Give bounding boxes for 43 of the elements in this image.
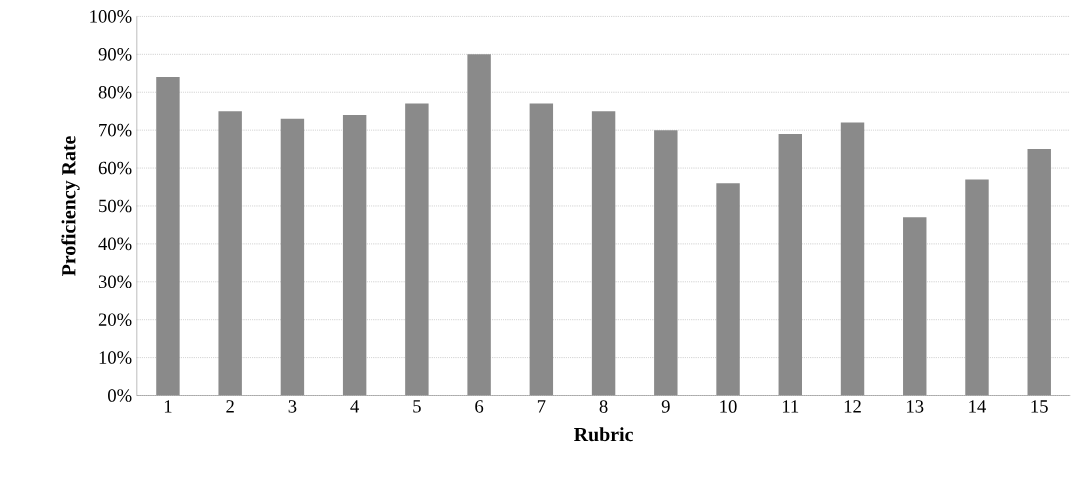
bar <box>156 77 180 396</box>
bar <box>840 122 865 396</box>
x-tick-label: 6 <box>475 400 484 413</box>
x-tick-label: 7 <box>537 400 546 413</box>
x-tick-label: 1 <box>164 400 172 413</box>
x-tick-label: 5 <box>413 400 421 413</box>
bar <box>218 111 242 396</box>
y-tick-label: 100% <box>90 10 132 23</box>
bar <box>903 217 927 396</box>
y-tick-label: 50% <box>99 199 132 213</box>
x-tick-label: 15 <box>1031 400 1048 413</box>
bar <box>280 118 305 396</box>
bar <box>405 103 429 396</box>
y-axis-title: Proficiency Rate <box>61 136 80 277</box>
x-tick-label: 12 <box>844 400 861 413</box>
bar <box>529 103 554 396</box>
x-tick-label: 10 <box>720 400 737 413</box>
y-tick-label: 40% <box>98 237 132 251</box>
bar <box>778 133 802 396</box>
x-tick-label: 8 <box>599 400 608 413</box>
bar <box>965 179 989 396</box>
bar <box>716 183 740 396</box>
y-tick-label: 0% <box>108 389 132 402</box>
x-tick-label: 2 <box>226 400 234 413</box>
x-tick-label: 9 <box>661 400 670 413</box>
x-tick-label: 14 <box>969 400 987 413</box>
y-tick-label: 70% <box>99 123 132 137</box>
bar <box>591 111 616 396</box>
x-tick-label: 4 <box>350 400 360 413</box>
bar <box>654 130 678 396</box>
x-tick-label: 13 <box>907 400 924 413</box>
x-tick-label: 3 <box>288 400 297 413</box>
x-tick-label: 11 <box>782 400 799 413</box>
y-tick-label: 20% <box>98 313 132 327</box>
y-tick-label: 10% <box>99 351 132 364</box>
y-tick-label: 30% <box>98 275 132 289</box>
y-tick-label: 90% <box>98 48 132 61</box>
bar <box>1027 149 1051 396</box>
bar <box>467 54 491 396</box>
y-tick-label: 60% <box>98 161 132 175</box>
y-tick-label: 80% <box>98 85 132 99</box>
bar <box>342 115 367 396</box>
x-axis-title: Rubric <box>574 427 633 442</box>
